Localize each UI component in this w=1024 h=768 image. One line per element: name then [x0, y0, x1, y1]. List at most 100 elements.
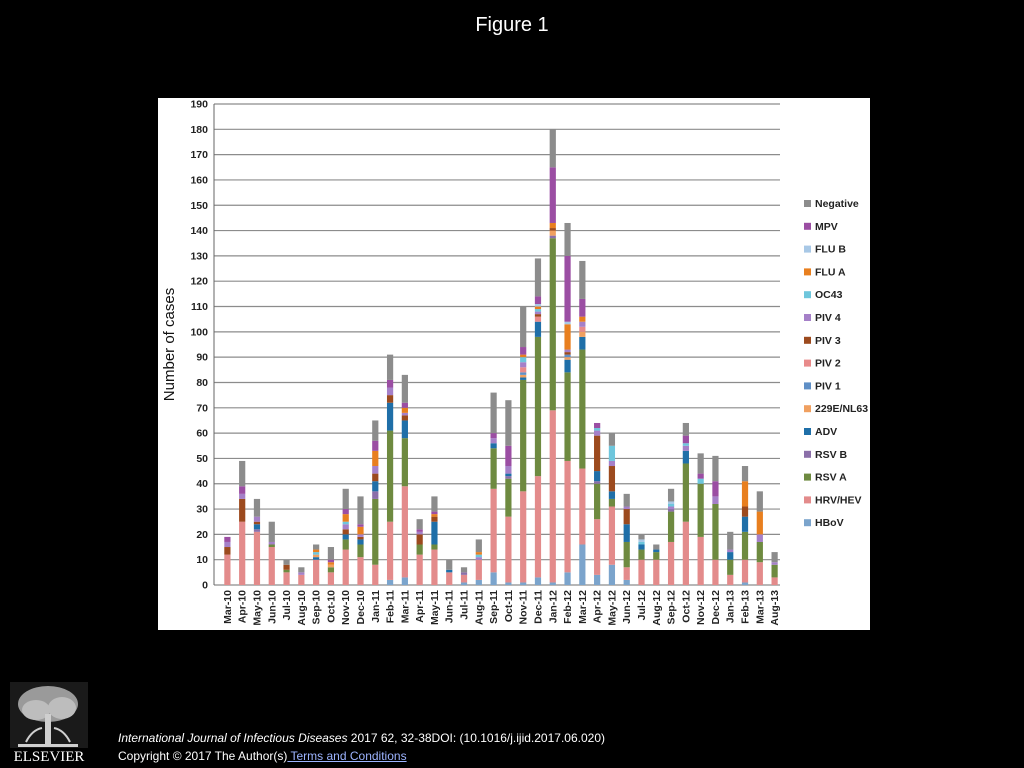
- bar-segment: [667, 541, 675, 585]
- bar-segment: [505, 582, 512, 585]
- bar-segment: [741, 506, 749, 517]
- legend-label: FLU B: [815, 244, 846, 256]
- bar-segment: [520, 306, 527, 348]
- x-tick-label: Mar-12: [577, 590, 589, 624]
- bar-segment: [712, 559, 719, 585]
- bar-segment: [741, 582, 749, 585]
- bar-segment: [608, 498, 616, 507]
- bar-segment: [475, 559, 482, 580]
- y-tick-label: 140: [190, 225, 208, 237]
- elsevier-wordmark: ELSEVIER: [14, 749, 85, 764]
- bar-segment: [520, 362, 527, 368]
- bar-segment: [712, 455, 719, 482]
- bar-segment: [579, 326, 586, 332]
- y-tick-label: 20: [196, 529, 208, 541]
- bar-segment: [623, 493, 630, 507]
- bar-segment: [520, 357, 527, 363]
- bar-segment: [623, 524, 630, 542]
- bar-segment: [549, 582, 556, 585]
- x-tick-label: Apr-10: [237, 590, 249, 623]
- bar-segment: [372, 420, 379, 441]
- bar-segment: [756, 511, 763, 535]
- bar-segment: [549, 167, 556, 223]
- bar-segment: [608, 433, 616, 446]
- x-tick-label: Sep-10: [311, 590, 323, 625]
- legend-swatch: [804, 450, 811, 458]
- legend-swatch: [804, 359, 811, 367]
- bar-segment: [727, 552, 734, 560]
- bar-segment: [608, 491, 616, 499]
- bar-segment: [534, 311, 542, 315]
- x-tick-label: Oct-11: [503, 590, 515, 622]
- x-tick-label: Aug-12: [651, 590, 663, 626]
- bar-segment: [446, 569, 453, 573]
- bar-segment: [475, 557, 482, 560]
- bar-segment: [756, 541, 763, 563]
- bar-segment: [357, 557, 364, 585]
- legend-swatch: [804, 496, 811, 504]
- legend-label: MPV: [815, 221, 838, 233]
- bar-segment: [342, 514, 349, 522]
- legend-swatch: [804, 473, 811, 481]
- bar-segment: [608, 466, 616, 492]
- bar-segment: [638, 559, 645, 585]
- bar-segment: [697, 483, 704, 537]
- citation: International Journal of Infectious Dise…: [118, 731, 605, 745]
- bar-segment: [564, 324, 571, 350]
- bar-segment: [224, 536, 231, 542]
- bar-segment: [771, 564, 778, 578]
- bar-segment: [534, 306, 542, 310]
- bar-segment: [623, 506, 630, 510]
- bar-segment: [564, 354, 571, 358]
- bar-segment: [549, 410, 556, 583]
- y-tick-label: 60: [196, 428, 208, 440]
- x-tick-label: Nov-12: [695, 590, 707, 625]
- bar-segment: [534, 309, 542, 312]
- terms-and-conditions-link[interactable]: Terms and Conditions: [287, 749, 407, 763]
- bar-segment: [253, 521, 261, 525]
- bar-segment: [401, 415, 408, 421]
- bar-segment: [534, 316, 542, 322]
- legend: Negative MPV FLU B FLU A OC43 PIV 4 PIV 3 PIV 2…: [804, 198, 868, 529]
- bar-segment: [460, 567, 468, 573]
- citation-detail: 2017 62, 32-38DOI: (10.1016/j.ijid.2017.…: [347, 731, 605, 745]
- bar-segment: [313, 549, 320, 553]
- bar-segment: [623, 567, 630, 580]
- bar-segment: [727, 559, 734, 575]
- bar-segment: [520, 374, 527, 378]
- legend-label: RSV A: [815, 472, 847, 484]
- bar-segment: [298, 567, 305, 573]
- bar-segment: [253, 531, 261, 585]
- y-tick-label: 120: [190, 276, 208, 288]
- bar-segment: [253, 529, 261, 532]
- bar-segment: [505, 516, 512, 583]
- y-tick-label: 160: [190, 174, 208, 186]
- bar-segment: [416, 554, 423, 585]
- bar-segment: [594, 574, 601, 585]
- x-tick-label: Mar-13: [754, 590, 766, 624]
- bar-segment: [564, 222, 571, 256]
- bar-segment: [431, 511, 438, 515]
- x-tick-label: Nov-10: [340, 590, 352, 625]
- bar-segment: [386, 430, 394, 522]
- bar-segment: [313, 554, 320, 558]
- x-tick-label: Aug-13: [769, 590, 781, 626]
- bar-segment: [327, 572, 335, 585]
- legend-label: FLU A: [815, 266, 846, 278]
- bar-segment: [490, 392, 497, 434]
- bar-segment: [712, 496, 719, 504]
- bar-segment: [239, 493, 246, 499]
- bar-segment: [401, 412, 408, 416]
- bar-segment: [239, 521, 246, 585]
- x-tick-label: Sep-12: [666, 590, 678, 625]
- elsevier-logo: ELSEVIER: [10, 682, 88, 764]
- bar-segment: [372, 481, 379, 492]
- bar-segment: [534, 336, 542, 477]
- x-tick-label: Mar-11: [399, 590, 411, 623]
- bar-segment: [401, 420, 408, 439]
- y-tick-label: 180: [190, 124, 208, 136]
- bar-segment: [771, 577, 778, 585]
- x-tick-label: Feb-13: [740, 590, 752, 624]
- bar-segment: [771, 562, 778, 565]
- stacked-bar-chart: 0 10 20 30 40 50 60 70 80 90 100 110 120 130 140 150 160…: [161, 99, 868, 626]
